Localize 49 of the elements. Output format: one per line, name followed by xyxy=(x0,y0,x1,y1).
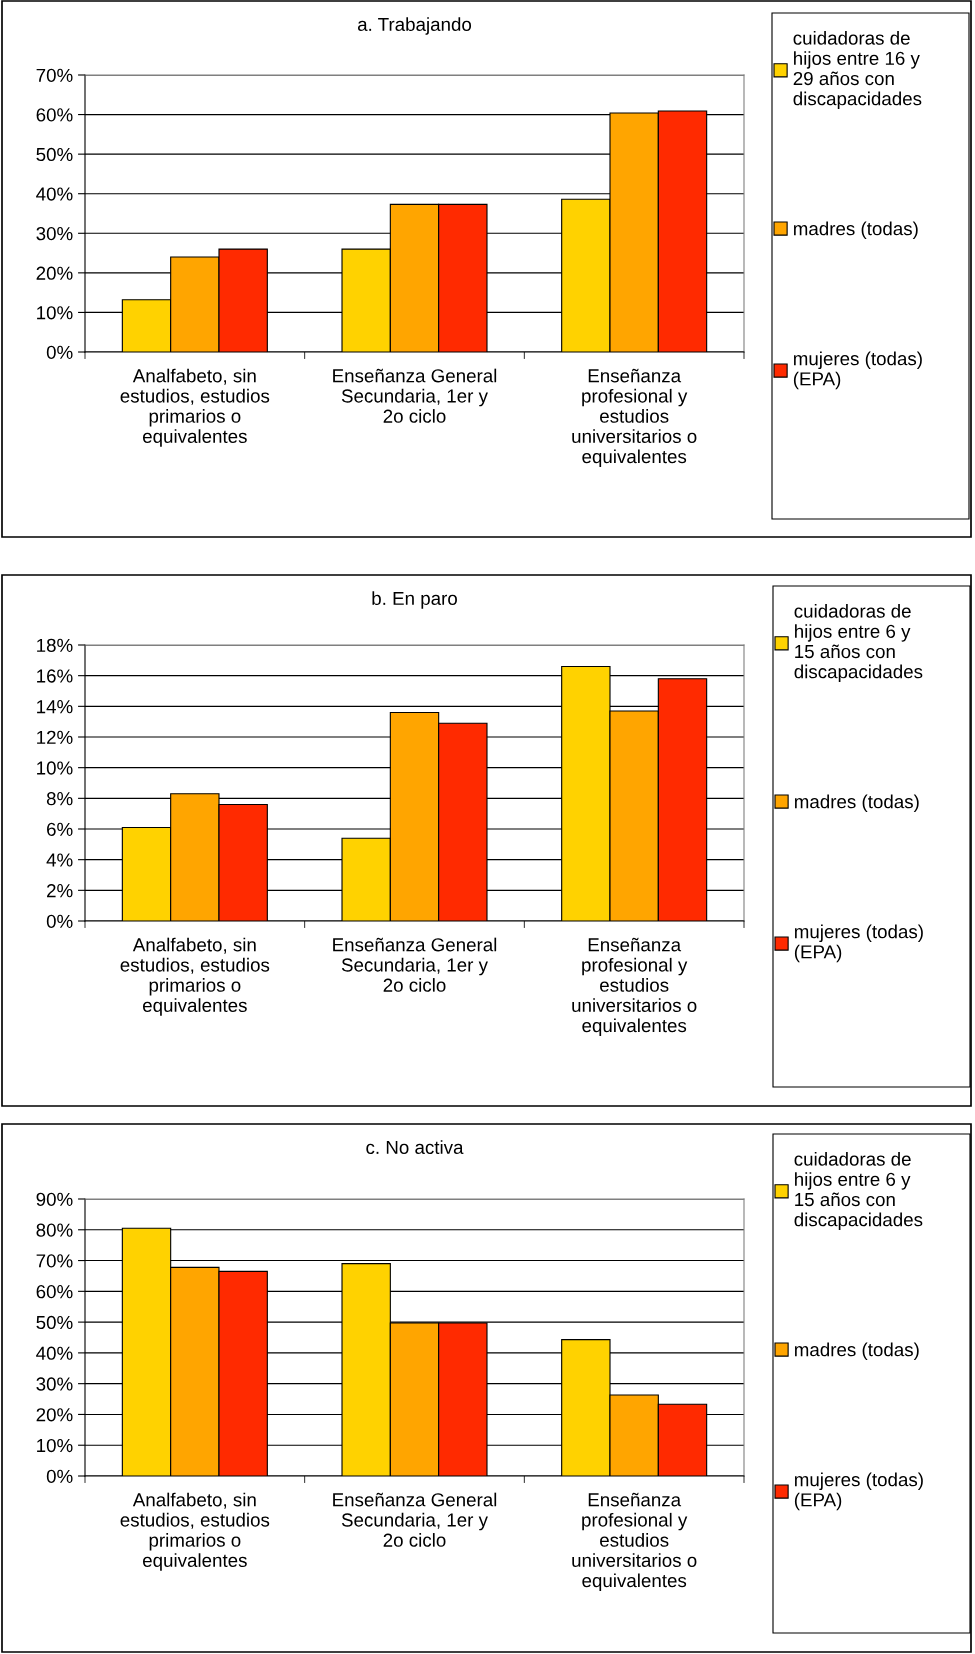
legend-label: cuidadoras de hijos entre 16 y 29 años con discapacidades xyxy=(793,31,922,110)
y-tick-label: 40% xyxy=(36,187,73,201)
y-tick-label: 70% xyxy=(36,1254,73,1268)
legend-label: madres (todas) xyxy=(794,221,918,240)
y-tick-label: 30% xyxy=(36,226,73,241)
y-tick-label: 0% xyxy=(46,345,73,359)
x-tick-label: Analfabeto, sin estudios, estudios primarios o equivalentes xyxy=(120,368,270,447)
y-tick-label: 40% xyxy=(36,1346,73,1360)
y-tick-label: 20% xyxy=(36,266,73,280)
legend-label: mujeres (todas) (EPA) xyxy=(794,1472,923,1511)
legend-label: mujeres (todas) (EPA) xyxy=(793,351,922,390)
x-tick-label: Analfabeto, sin estudios, estudios primarios o equivalentes xyxy=(120,1492,270,1571)
chart-title: c. No activa xyxy=(366,1140,464,1155)
y-tick-label: 12% xyxy=(37,730,73,744)
y-tick-label: 80% xyxy=(36,1223,73,1237)
y-tick-label: 10% xyxy=(37,1438,73,1453)
y-tick-label: 50% xyxy=(36,1315,73,1330)
y-tick-label: 16% xyxy=(37,669,73,683)
y-tick-label: 18% xyxy=(37,638,73,652)
x-tick-label: Enseñanza General Secundaria, 1er y 2o ciclo xyxy=(333,937,497,992)
y-tick-label: 30% xyxy=(36,1377,73,1391)
y-tick-label: 10% xyxy=(37,761,73,775)
chart-title: a. Trabajando xyxy=(357,17,472,35)
y-tick-label: 50% xyxy=(36,147,73,162)
y-tick-label: 20% xyxy=(36,1408,73,1422)
x-tick-label: Enseñanza profesional y estudios universitarios o equivalentes xyxy=(572,368,697,467)
chart-title: b. En paro xyxy=(372,591,457,609)
y-tick-label: 0% xyxy=(46,914,73,928)
y-tick-label: 8% xyxy=(46,792,73,806)
legend-label: madres (todas) xyxy=(795,794,919,813)
y-tick-label: 90% xyxy=(36,1192,73,1206)
legend-label: mujeres (todas) (EPA) xyxy=(794,924,923,963)
x-tick-label: Analfabeto, sin estudios, estudios primarios o equivalentes xyxy=(120,937,270,1016)
x-tick-label: Enseñanza General Secundaria, 1er y 2o ciclo xyxy=(333,368,497,423)
y-tick-label: 60% xyxy=(36,108,73,122)
legend-label: cuidadoras de hijos entre 6 y 15 años con discapacidades xyxy=(794,1152,923,1231)
legend-label: cuidadoras de hijos entre 6 y 15 años con discapacidades xyxy=(794,604,923,683)
x-tick-label: Enseñanza profesional y estudios universitarios o equivalentes xyxy=(572,937,697,1036)
y-tick-label: 70% xyxy=(36,68,73,82)
y-tick-label: 0% xyxy=(46,1469,73,1483)
y-tick-label: 2% xyxy=(47,884,73,898)
y-tick-label: 4% xyxy=(46,853,73,867)
y-tick-label: 6% xyxy=(47,822,73,836)
y-tick-label: 14% xyxy=(37,700,73,714)
y-tick-label: 10% xyxy=(37,306,73,320)
legend-label: madres (todas) xyxy=(795,1342,919,1361)
y-tick-label: 60% xyxy=(36,1285,73,1299)
x-tick-label: Enseñanza profesional y estudios universitarios o equivalentes xyxy=(572,1492,697,1591)
x-tick-label: Enseñanza General Secundaria, 1er y 2o ciclo xyxy=(333,1492,497,1547)
